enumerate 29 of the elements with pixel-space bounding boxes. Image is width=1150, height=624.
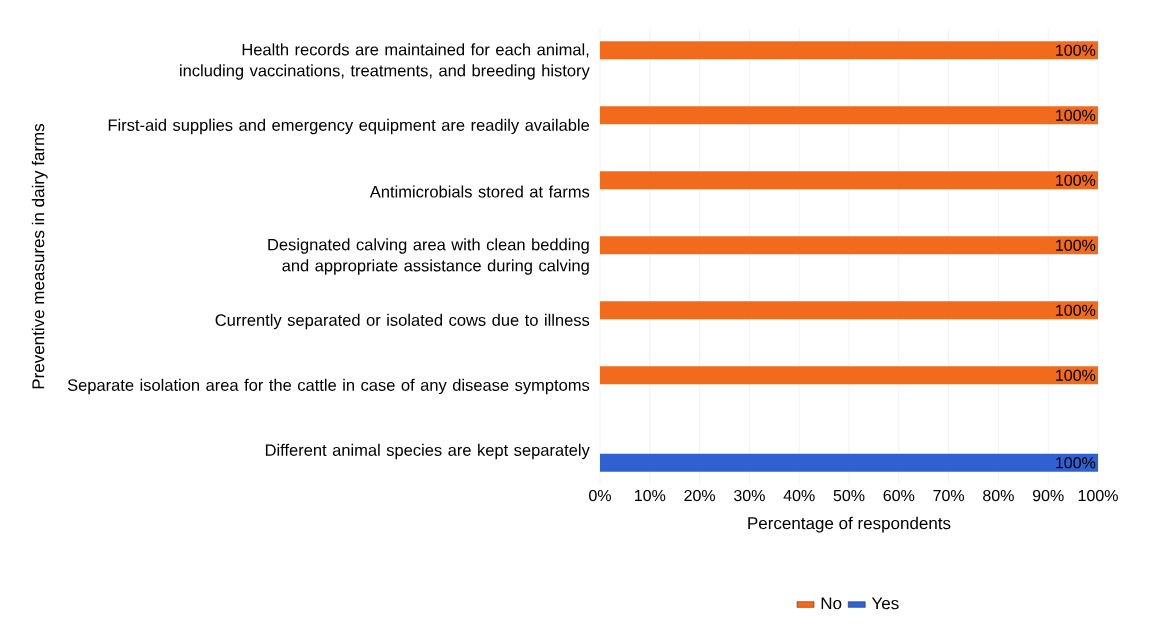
data-label: 100% (1056, 239, 1096, 251)
x-tick-label: 30% (734, 489, 765, 502)
x-tick-label: 10% (635, 489, 666, 502)
x-tick-label: 100% (1078, 489, 1118, 502)
data-label: 100% (1056, 304, 1096, 316)
y-tick-label: Antimicrobials stored at farms (369, 185, 590, 198)
data-label: 100% (1056, 174, 1096, 186)
y-tick-label: Designated calving area with clean bedding and appropriate assistance during calving (268, 238, 589, 275)
data-label: 100% (1056, 44, 1096, 56)
y-tick-label: Different animal species are kept separately (265, 443, 590, 460)
x-tick-label: 40% (783, 489, 815, 502)
x-axis-title: Percentage of respondents (748, 516, 951, 533)
x-tick-label: 60% (883, 489, 915, 502)
x-tick-label: 50% (833, 489, 865, 502)
x-tick-label: 20% (684, 489, 716, 502)
x-tick-label: 90% (1032, 489, 1064, 502)
data-label: 100% (1056, 109, 1096, 121)
legend-label: Yes (871, 597, 899, 610)
y-tick-label: Health records are maintained for each animal, including vaccinations, treatments, and breeding history (180, 43, 590, 80)
data-label: 100% (1056, 369, 1096, 381)
y-tick-label: Separate isolation area for the cattle in case of any disease symptoms (67, 378, 590, 395)
legend-label: No (821, 597, 842, 610)
y-axis-title: Preventive measures in dairy farms (31, 123, 48, 389)
x-tick-label: 70% (933, 489, 965, 502)
data-label: 100% (1056, 457, 1096, 469)
x-tick-label: 80% (983, 489, 1014, 502)
y-tick-label: Currently separated or isolated cows due to illness (215, 313, 590, 330)
x-tick-label: 0% (589, 489, 611, 502)
y-tick-label: First-aid supplies and emergency equipment are readily available (108, 118, 590, 135)
